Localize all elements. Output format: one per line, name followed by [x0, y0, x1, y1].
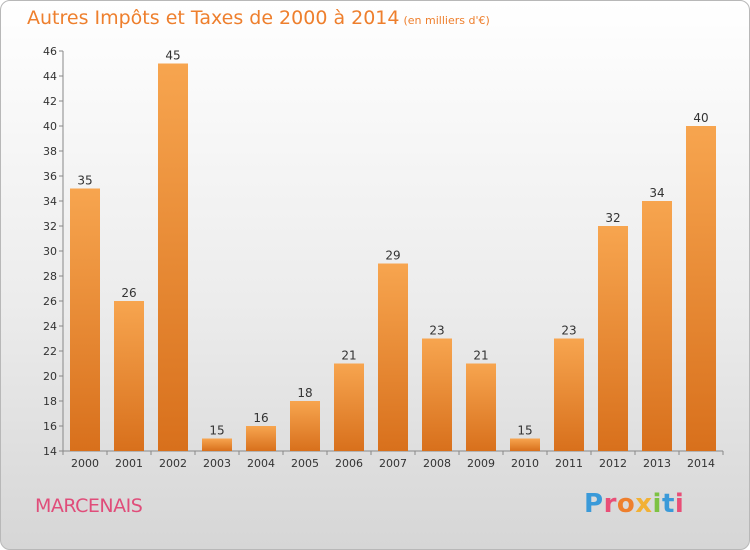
bars: 35 26 45 15 16 18 21 29 23 21 15 23 32 34 40	[70, 49, 716, 451]
bar-2014	[686, 126, 716, 451]
bar-value-label: 26	[121, 286, 136, 300]
x-tick-label: 2011	[555, 457, 583, 470]
logo-letter: o	[616, 489, 636, 519]
y-tick-label: 28	[43, 270, 57, 283]
x-tick-label: 2005	[291, 457, 319, 470]
bar-value-label: 45	[165, 49, 180, 63]
y-tick-label: 38	[43, 145, 57, 158]
logo-letter: r	[603, 489, 617, 519]
x-tick-label: 2006	[335, 457, 363, 470]
y-tick-label: 34	[43, 195, 57, 208]
bar-value-label: 15	[209, 424, 224, 438]
y-ticks: 14 16 18 20 22 24 26 28 30 32 34 36 38 40 42 44 46	[43, 45, 63, 458]
y-tick-label: 22	[43, 345, 57, 358]
bar-value-label: 40	[693, 111, 708, 125]
y-tick-label: 14	[43, 445, 57, 458]
y-tick-label: 42	[43, 95, 57, 108]
bar-value-label: 23	[561, 324, 576, 338]
commune-name: MARCENAIS	[35, 495, 143, 517]
bar-2011	[554, 338, 584, 451]
bar-2008	[422, 338, 452, 451]
y-tick-label: 18	[43, 395, 57, 408]
logo-letter: x	[635, 489, 653, 519]
bar-value-label: 23	[429, 324, 444, 338]
x-tick-label: 2002	[159, 457, 187, 470]
bar-value-label: 15	[517, 424, 532, 438]
bar-value-label: 21	[473, 349, 488, 363]
x-tick-label: 2004	[247, 457, 275, 470]
bar-2000	[70, 188, 100, 451]
x-tick-label: 2013	[643, 457, 671, 470]
chart-title-unit: (en milliers d'€)	[403, 14, 490, 27]
y-tick-label: 36	[43, 170, 57, 183]
x-tick-label: 2007	[379, 457, 407, 470]
y-tick-label: 40	[43, 120, 57, 133]
y-tick-label: 24	[43, 320, 57, 333]
logo-letter: i	[652, 489, 662, 519]
y-tick-label: 46	[43, 45, 57, 58]
bar-2002	[158, 63, 188, 451]
chart-title: Autres Impôts et Taxes de 2000 à 2014 (en…	[27, 7, 490, 29]
bar-value-label: 16	[253, 411, 268, 425]
logo-letter: P	[584, 489, 604, 519]
bar-2005	[290, 401, 320, 451]
x-tick-label: 2009	[467, 457, 495, 470]
bar-2010	[510, 438, 540, 451]
bar-2007	[378, 263, 408, 451]
y-tick-label: 44	[43, 70, 57, 83]
y-tick-label: 26	[43, 295, 57, 308]
bar-value-label: 34	[649, 186, 664, 200]
bar-2004	[246, 426, 276, 451]
x-tick-label: 2000	[71, 457, 99, 470]
bar-2013	[642, 201, 672, 451]
x-tick-label: 2012	[599, 457, 627, 470]
bar-2001	[114, 301, 144, 451]
bar-value-label: 29	[385, 249, 400, 263]
x-tick-label: 2008	[423, 457, 451, 470]
x-tick-label: 2014	[687, 457, 715, 470]
bar-value-label: 32	[605, 211, 620, 225]
x-tick-label: 2001	[115, 457, 143, 470]
y-tick-label: 32	[43, 220, 57, 233]
y-tick-label: 20	[43, 370, 57, 383]
bar-2009	[466, 363, 496, 451]
logo-letter: t	[661, 489, 675, 519]
proxiti-logo[interactable]: Proxiti	[584, 489, 684, 519]
bar-value-label: 18	[297, 386, 312, 400]
bar-2003	[202, 438, 232, 451]
chart-title-text: Autres Impôts et Taxes de 2000 à 2014	[27, 7, 400, 29]
bar-2012	[598, 226, 628, 451]
x-ticks: 2000 2001 2002 2003 2004 2005 2006 2007 2008 2009…	[62, 451, 724, 470]
bar-value-label: 21	[341, 349, 356, 363]
bar-value-label: 35	[77, 174, 92, 188]
x-tick-label: 2010	[511, 457, 539, 470]
bar-2006	[334, 363, 364, 451]
logo-letter: i	[674, 489, 685, 519]
x-tick-label: 2003	[203, 457, 231, 470]
y-tick-label: 30	[43, 245, 57, 258]
y-tick-label: 16	[43, 420, 57, 433]
